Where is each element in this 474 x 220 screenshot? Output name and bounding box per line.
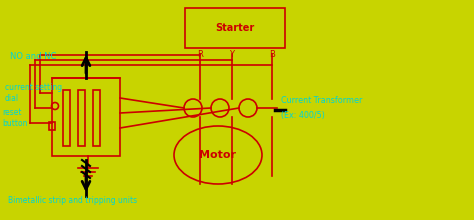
Bar [185,8,285,48]
Text: R: R [197,50,203,59]
Text: B: B [269,50,275,59]
Text: NO and NC: NO and NC [10,51,56,61]
Bar [93,90,100,146]
Text: Y: Y [229,50,235,59]
Bar [63,90,70,146]
Text: Motor: Motor [200,150,237,160]
Text: (Ex: 400/5): (Ex: 400/5) [281,111,325,120]
Bar [78,90,85,146]
Text: Starter: Starter [215,23,255,33]
Text: Current Transformer: Current Transformer [281,96,363,105]
Text: Bimetallic strip and tripping units: Bimetallic strip and tripping units [8,196,137,205]
Bar [49,122,55,130]
Text: reset
button: reset button [2,108,27,128]
Bar [52,78,120,156]
Text: current setting
dial: current setting dial [5,83,62,103]
